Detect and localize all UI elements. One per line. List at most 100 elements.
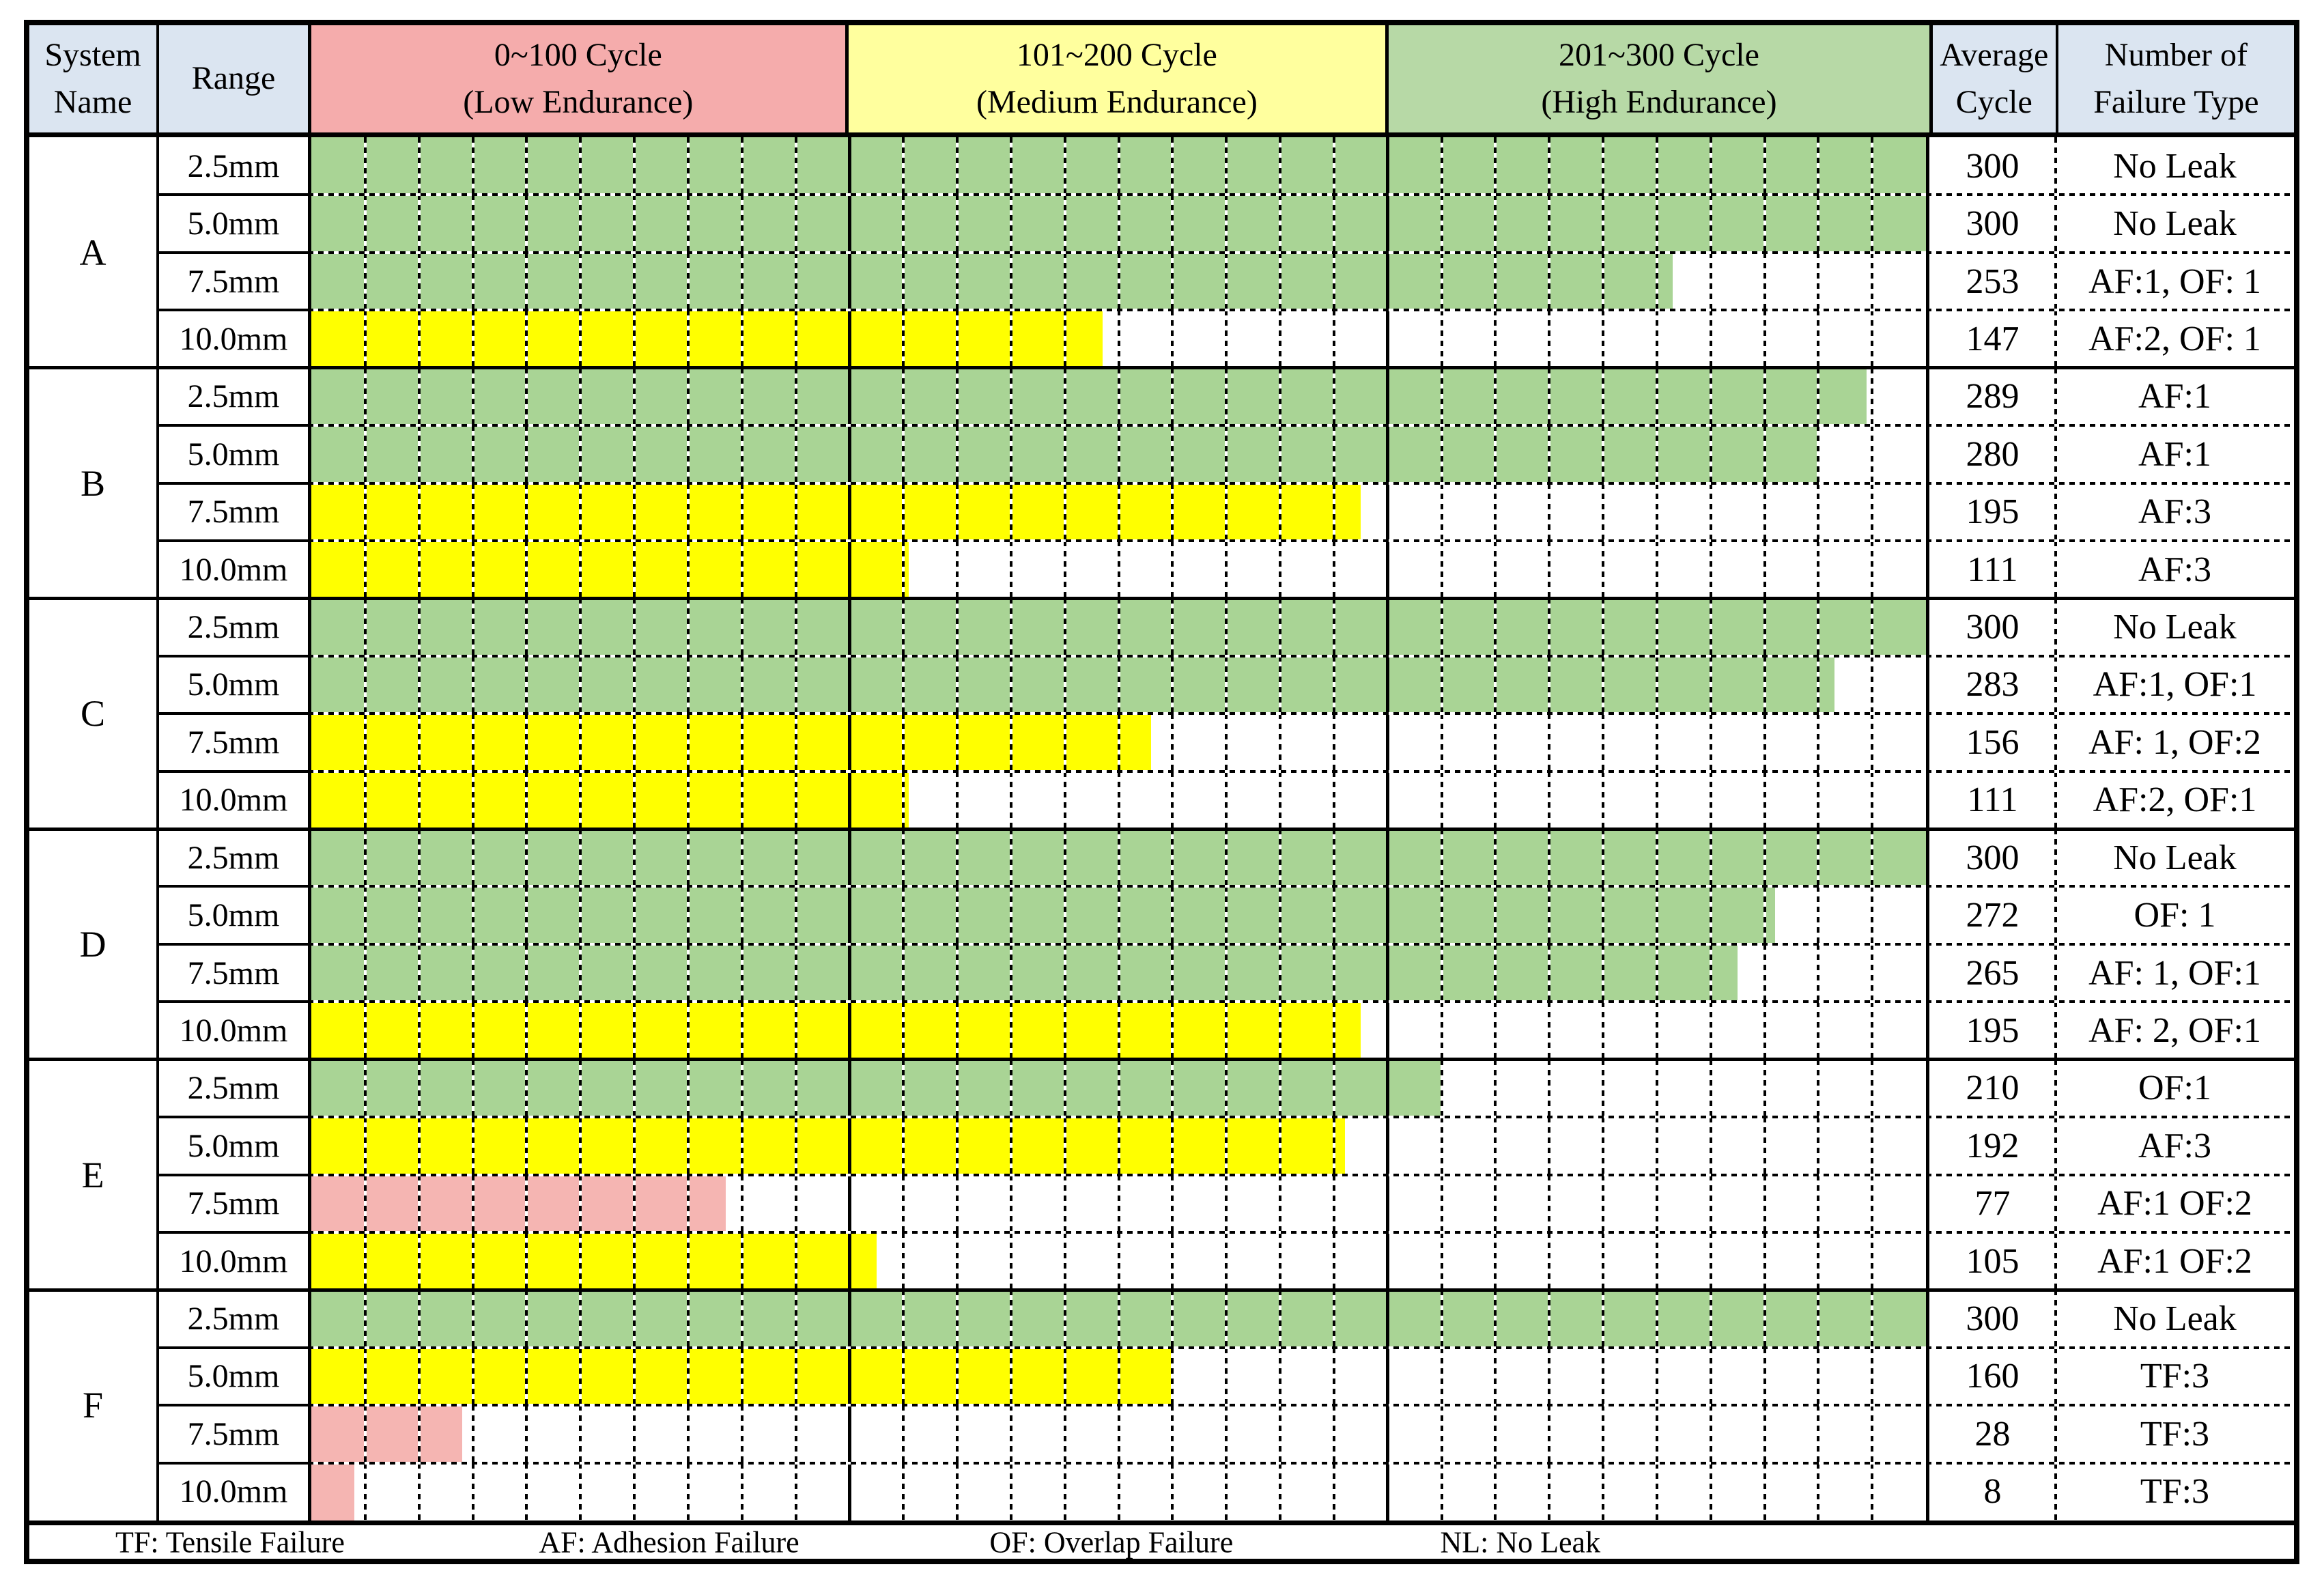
gridline — [579, 1232, 582, 1290]
section-boundary-line — [847, 252, 851, 311]
gridline — [1009, 1174, 1012, 1232]
gridline — [1655, 1174, 1658, 1232]
section-boundary-line — [1386, 1462, 1390, 1521]
gridline — [633, 310, 636, 368]
gridline — [363, 1174, 367, 1232]
average-cycle-value: 195 — [1966, 1010, 2020, 1050]
gridline — [633, 1232, 636, 1290]
gridline — [1709, 310, 1712, 368]
gridline — [525, 1347, 528, 1406]
gridline — [1548, 425, 1551, 483]
range-cell: 2.5mm — [159, 137, 308, 195]
gridline — [633, 1174, 636, 1232]
gridline — [633, 425, 636, 483]
gridline — [1063, 1059, 1066, 1118]
gridline — [1009, 540, 1012, 599]
gridline — [1009, 1462, 1012, 1521]
gridline — [471, 1232, 474, 1290]
header-line: 201~300 Cycle — [1559, 37, 1759, 74]
gridline — [1602, 540, 1604, 599]
gridline — [1548, 1347, 1551, 1406]
header-line: 101~200 Cycle — [1016, 37, 1217, 74]
gridline — [1548, 886, 1551, 944]
gridline — [1655, 483, 1658, 541]
gridline — [525, 1059, 528, 1118]
cycle-chart-cell — [308, 1059, 1929, 1118]
gridline — [1871, 598, 1874, 656]
section-boundary-line — [847, 367, 851, 426]
gridline — [1117, 1462, 1120, 1521]
gridline — [363, 252, 367, 311]
gridline — [579, 1059, 582, 1118]
header-line: Average — [1940, 37, 2049, 74]
gridline — [1548, 540, 1551, 599]
gridline — [1871, 829, 1874, 887]
gridline — [1709, 1232, 1712, 1290]
gridline — [1871, 1405, 1874, 1463]
gridline — [1171, 425, 1174, 483]
gridline — [471, 655, 474, 714]
gridline — [363, 310, 367, 368]
gridline — [417, 252, 421, 311]
gridline — [686, 137, 690, 195]
gridline — [579, 1290, 582, 1348]
gridline — [1871, 771, 1874, 830]
gridline — [1332, 540, 1335, 599]
row-separator-dotted — [308, 654, 2294, 657]
row-separator-solid — [159, 1173, 308, 1176]
gridline — [633, 655, 636, 714]
cycle-chart-cell — [308, 598, 1929, 656]
gridline — [1602, 655, 1604, 714]
gridline — [740, 1462, 743, 1521]
gridline — [1332, 425, 1335, 483]
gridline — [1763, 252, 1766, 311]
gridline — [956, 1405, 959, 1463]
gridline — [902, 1174, 905, 1232]
gridline — [1440, 655, 1443, 714]
gridline — [902, 598, 905, 656]
gridline — [1871, 425, 1874, 483]
gridline — [417, 195, 421, 253]
section-boundary-line — [1386, 367, 1390, 426]
system-name-cell: B — [29, 367, 159, 599]
gridline — [956, 1059, 959, 1118]
failure-type-value: No Leak — [2054, 137, 2294, 195]
gridline — [1063, 1232, 1066, 1290]
gridline — [1602, 1290, 1604, 1348]
gridline — [1332, 1059, 1335, 1118]
gridline — [1655, 713, 1658, 772]
table-row: 5.0mm 160 TF:3 — [159, 1346, 2294, 1406]
gridline — [1063, 944, 1066, 1002]
gridline — [471, 195, 474, 253]
gridline — [633, 1059, 636, 1118]
gridline — [1817, 1347, 1820, 1406]
gridline — [1602, 713, 1604, 772]
cycle-chart-cell — [308, 1117, 1929, 1175]
gridline — [1225, 310, 1228, 368]
table-row: 5.0mm 272 OF: 1 — [159, 885, 2294, 945]
gridline — [471, 1290, 474, 1348]
gridline — [1225, 252, 1228, 311]
header-line: Failure Type — [2093, 83, 2259, 120]
gridline — [1763, 1347, 1766, 1406]
row-separator-solid — [159, 654, 308, 657]
gridline — [1871, 137, 1874, 195]
gridline — [1655, 886, 1658, 944]
gridline — [417, 1347, 421, 1406]
gridline — [1063, 367, 1066, 426]
table-row: 10.0mm 111 AF:3 — [159, 539, 2294, 599]
gridline — [1009, 1347, 1012, 1406]
gridline — [740, 771, 743, 830]
gridline — [579, 540, 582, 599]
gridline — [1763, 1232, 1766, 1290]
cycle-chart-cell — [308, 1290, 1929, 1348]
gridline — [1817, 886, 1820, 944]
gridline — [1117, 252, 1120, 311]
gridline — [471, 310, 474, 368]
header-line: Name — [53, 83, 132, 120]
range-cell: 10.0mm — [159, 1002, 308, 1060]
section-boundary-line — [1386, 1290, 1390, 1348]
gridline — [633, 886, 636, 944]
gridline — [1332, 1290, 1335, 1348]
block-separator — [29, 1288, 2294, 1292]
